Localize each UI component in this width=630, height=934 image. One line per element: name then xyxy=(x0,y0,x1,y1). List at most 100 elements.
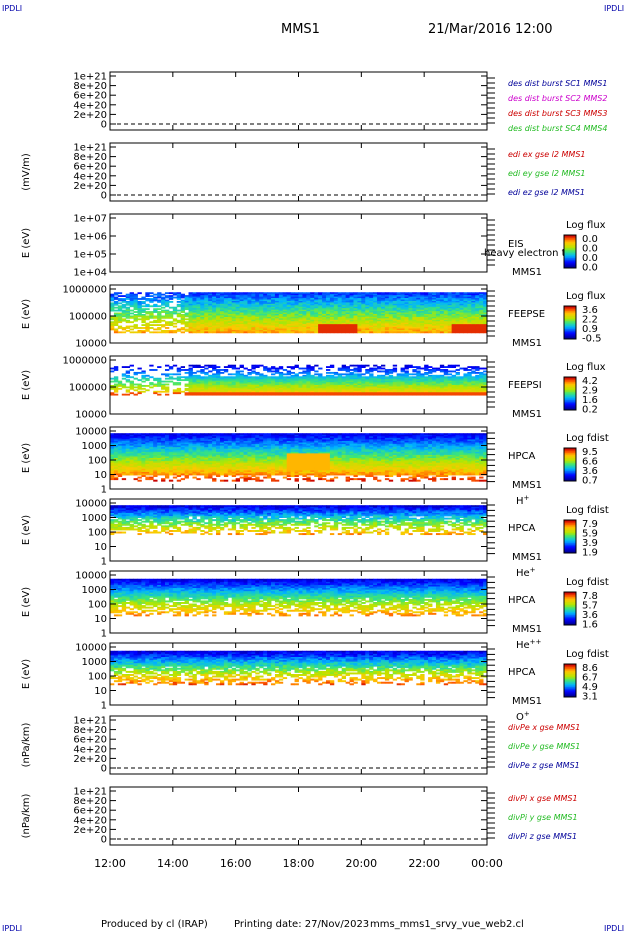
x-tick-label-5: 22:00 xyxy=(408,857,440,870)
spacecraft-title: MMS1 xyxy=(281,22,320,37)
y-tick-label-8-1: 1000 xyxy=(82,585,107,596)
y-tick-label-2-5: 0 xyxy=(101,191,107,202)
ylabel-4: E (eV) xyxy=(21,299,32,329)
colorbar-title-4: Log flux xyxy=(566,291,606,302)
colorbar-tick-9-3: 3.1 xyxy=(582,692,598,703)
y-tick-label-7-0: 10000 xyxy=(75,499,107,510)
spacecraft-label-3: MMS1 xyxy=(512,267,542,278)
y-tick-label-7-3: 10 xyxy=(94,542,107,553)
y-tick-label-9-4: 1 xyxy=(101,701,107,712)
ylabel-8: E (eV) xyxy=(21,587,32,617)
legend-1-0: des dist burst SC1 MMS1 xyxy=(508,79,607,88)
colorbar-tick-3-1: 0.0 xyxy=(582,244,598,255)
colorbar-title-6: Log fdist xyxy=(566,433,609,444)
y-tick-label-9-2: 100 xyxy=(88,672,107,683)
colorbar-tick-5-1: 2.9 xyxy=(582,386,598,397)
colorbar-tick-6-2: 3.6 xyxy=(582,466,598,477)
y-tick-label-2-0: 1e+21 xyxy=(73,143,107,154)
colorbar-8 xyxy=(563,591,577,626)
y-tick-label-11-0: 1e+21 xyxy=(73,787,107,798)
panel-frame-3 xyxy=(109,213,488,273)
y-tick-label-8-3: 10 xyxy=(94,614,107,625)
colorbar-tick-6-0: 9.5 xyxy=(582,447,598,458)
spacecraft-label-6: MMS1 xyxy=(512,480,542,491)
x-tick-label-4: 20:00 xyxy=(345,857,377,870)
colorbar-6 xyxy=(563,447,577,482)
y-tick-label-10-0: 1e+21 xyxy=(73,716,107,727)
colorbar-tick-6-1: 6.6 xyxy=(582,457,598,468)
colorbar-tick-8-3: 1.6 xyxy=(582,620,598,631)
legend-2-1: edi ey gse l2 MMS1 xyxy=(508,169,586,178)
colorbar-tick-3-3: 0.0 xyxy=(582,263,598,274)
y-tick-label-11-2: 6e+20 xyxy=(73,806,107,817)
colorbar-tick-8-1: 5.7 xyxy=(582,601,598,612)
colorbar-9 xyxy=(563,663,577,698)
overlap-label-3: heavy electron tc xyxy=(484,248,571,259)
colorbar-tick-7-2: 3.9 xyxy=(582,538,598,549)
spacecraft-label-4: MMS1 xyxy=(512,338,542,349)
corner-tl: IPDLI xyxy=(2,4,23,13)
y-tick-label-6-1: 1000 xyxy=(82,441,107,452)
spacecraft-label-5: MMS1 xyxy=(512,409,542,420)
y-tick-label-6-0: 10000 xyxy=(75,427,107,438)
instrument-label-5: FEEPSI xyxy=(508,380,542,391)
y-tick-label-2-2: 6e+20 xyxy=(73,162,107,173)
y-tick-label-7-2: 100 xyxy=(88,528,107,539)
colorbar-7 xyxy=(563,519,577,554)
colorbar-tick-3-0: 0.0 xyxy=(582,234,598,245)
colorbar-3 xyxy=(563,234,577,269)
y-tick-label-11-3: 4e+20 xyxy=(73,815,107,826)
legend-11-1: divPi y gse MMS1 xyxy=(508,813,578,822)
y-tick-label-5-2: 10000 xyxy=(75,410,107,421)
ylabel-7: E (eV) xyxy=(21,515,32,545)
y-tick-label-6-4: 1 xyxy=(101,485,107,496)
colorbar-tick-7-1: 5.9 xyxy=(582,529,598,540)
y-tick-label-10-3: 4e+20 xyxy=(73,744,107,755)
legend-11-2: divPi z gse MMS1 xyxy=(508,832,577,841)
y-tick-label-1-0: 1e+21 xyxy=(73,72,107,83)
y-tick-label-5-1: 100000 xyxy=(69,383,107,394)
ylabel-5: E (eV) xyxy=(21,370,32,400)
legend-10-0: divPe x gse MMS1 xyxy=(508,723,580,732)
colorbar-title-7: Log fdist xyxy=(566,505,609,516)
ylabel-2: (mV/m) xyxy=(21,153,32,191)
colorbar-tick-6-3: 0.7 xyxy=(582,476,598,487)
corner-bl: IPDLI xyxy=(2,924,23,933)
y-tick-label-2-1: 8e+20 xyxy=(73,152,107,163)
footer-printing-date: Printing date: 27/Nov/2023 xyxy=(234,919,370,930)
colorbar-tick-9-2: 4.9 xyxy=(582,682,598,693)
ylabel-3: E (eV) xyxy=(21,228,32,258)
y-tick-label-5-0: 1000000 xyxy=(62,356,107,367)
instrument-label-3: EIS xyxy=(508,239,524,250)
y-tick-label-6-2: 100 xyxy=(88,456,107,467)
instrument-label-4: FEEPSE xyxy=(508,309,545,320)
y-tick-label-8-4: 1 xyxy=(101,629,107,640)
colorbar-tick-8-2: 3.6 xyxy=(582,610,598,621)
colorbar-tick-4-3: -0.5 xyxy=(582,334,602,345)
colorbar-tick-4-0: 3.6 xyxy=(582,305,598,316)
y-tick-label-2-3: 4e+20 xyxy=(73,171,107,182)
y-tick-label-10-4: 2e+20 xyxy=(73,754,107,765)
legend-10-2: divPe z gse MMS1 xyxy=(508,761,580,770)
colorbar-tick-4-1: 2.2 xyxy=(582,315,598,326)
legend-11-0: divPi x gse MMS1 xyxy=(508,794,578,803)
instrument-label-7: HPCA xyxy=(508,523,536,534)
y-tick-label-7-1: 1000 xyxy=(82,513,107,524)
colorbar-tick-9-1: 6.7 xyxy=(582,673,598,684)
legend-2-0: edi ex gse l2 MMS1 xyxy=(508,150,586,159)
species-label-8: He++ xyxy=(516,638,542,651)
colorbar-tick-5-3: 0.2 xyxy=(582,405,598,416)
y-tick-label-1-5: 0 xyxy=(101,120,107,131)
colorbar-tick-4-2: 0.9 xyxy=(582,324,598,335)
instrument-label-8: HPCA xyxy=(508,595,536,606)
y-tick-label-8-2: 100 xyxy=(88,600,107,611)
species-label-9: O+ xyxy=(516,710,530,723)
colorbar-tick-5-0: 4.2 xyxy=(582,376,598,387)
legend-1-3: des dist burst SC4 MMS4 xyxy=(508,124,607,133)
instrument-label-9: HPCA xyxy=(508,667,536,678)
colorbar-tick-7-0: 7.9 xyxy=(582,519,598,530)
panel-frame-1 xyxy=(109,71,488,131)
y-tick-label-9-0: 10000 xyxy=(75,643,107,654)
colorbar-tick-7-3: 1.9 xyxy=(582,548,598,559)
corner-tr: IPDLI xyxy=(604,4,625,13)
